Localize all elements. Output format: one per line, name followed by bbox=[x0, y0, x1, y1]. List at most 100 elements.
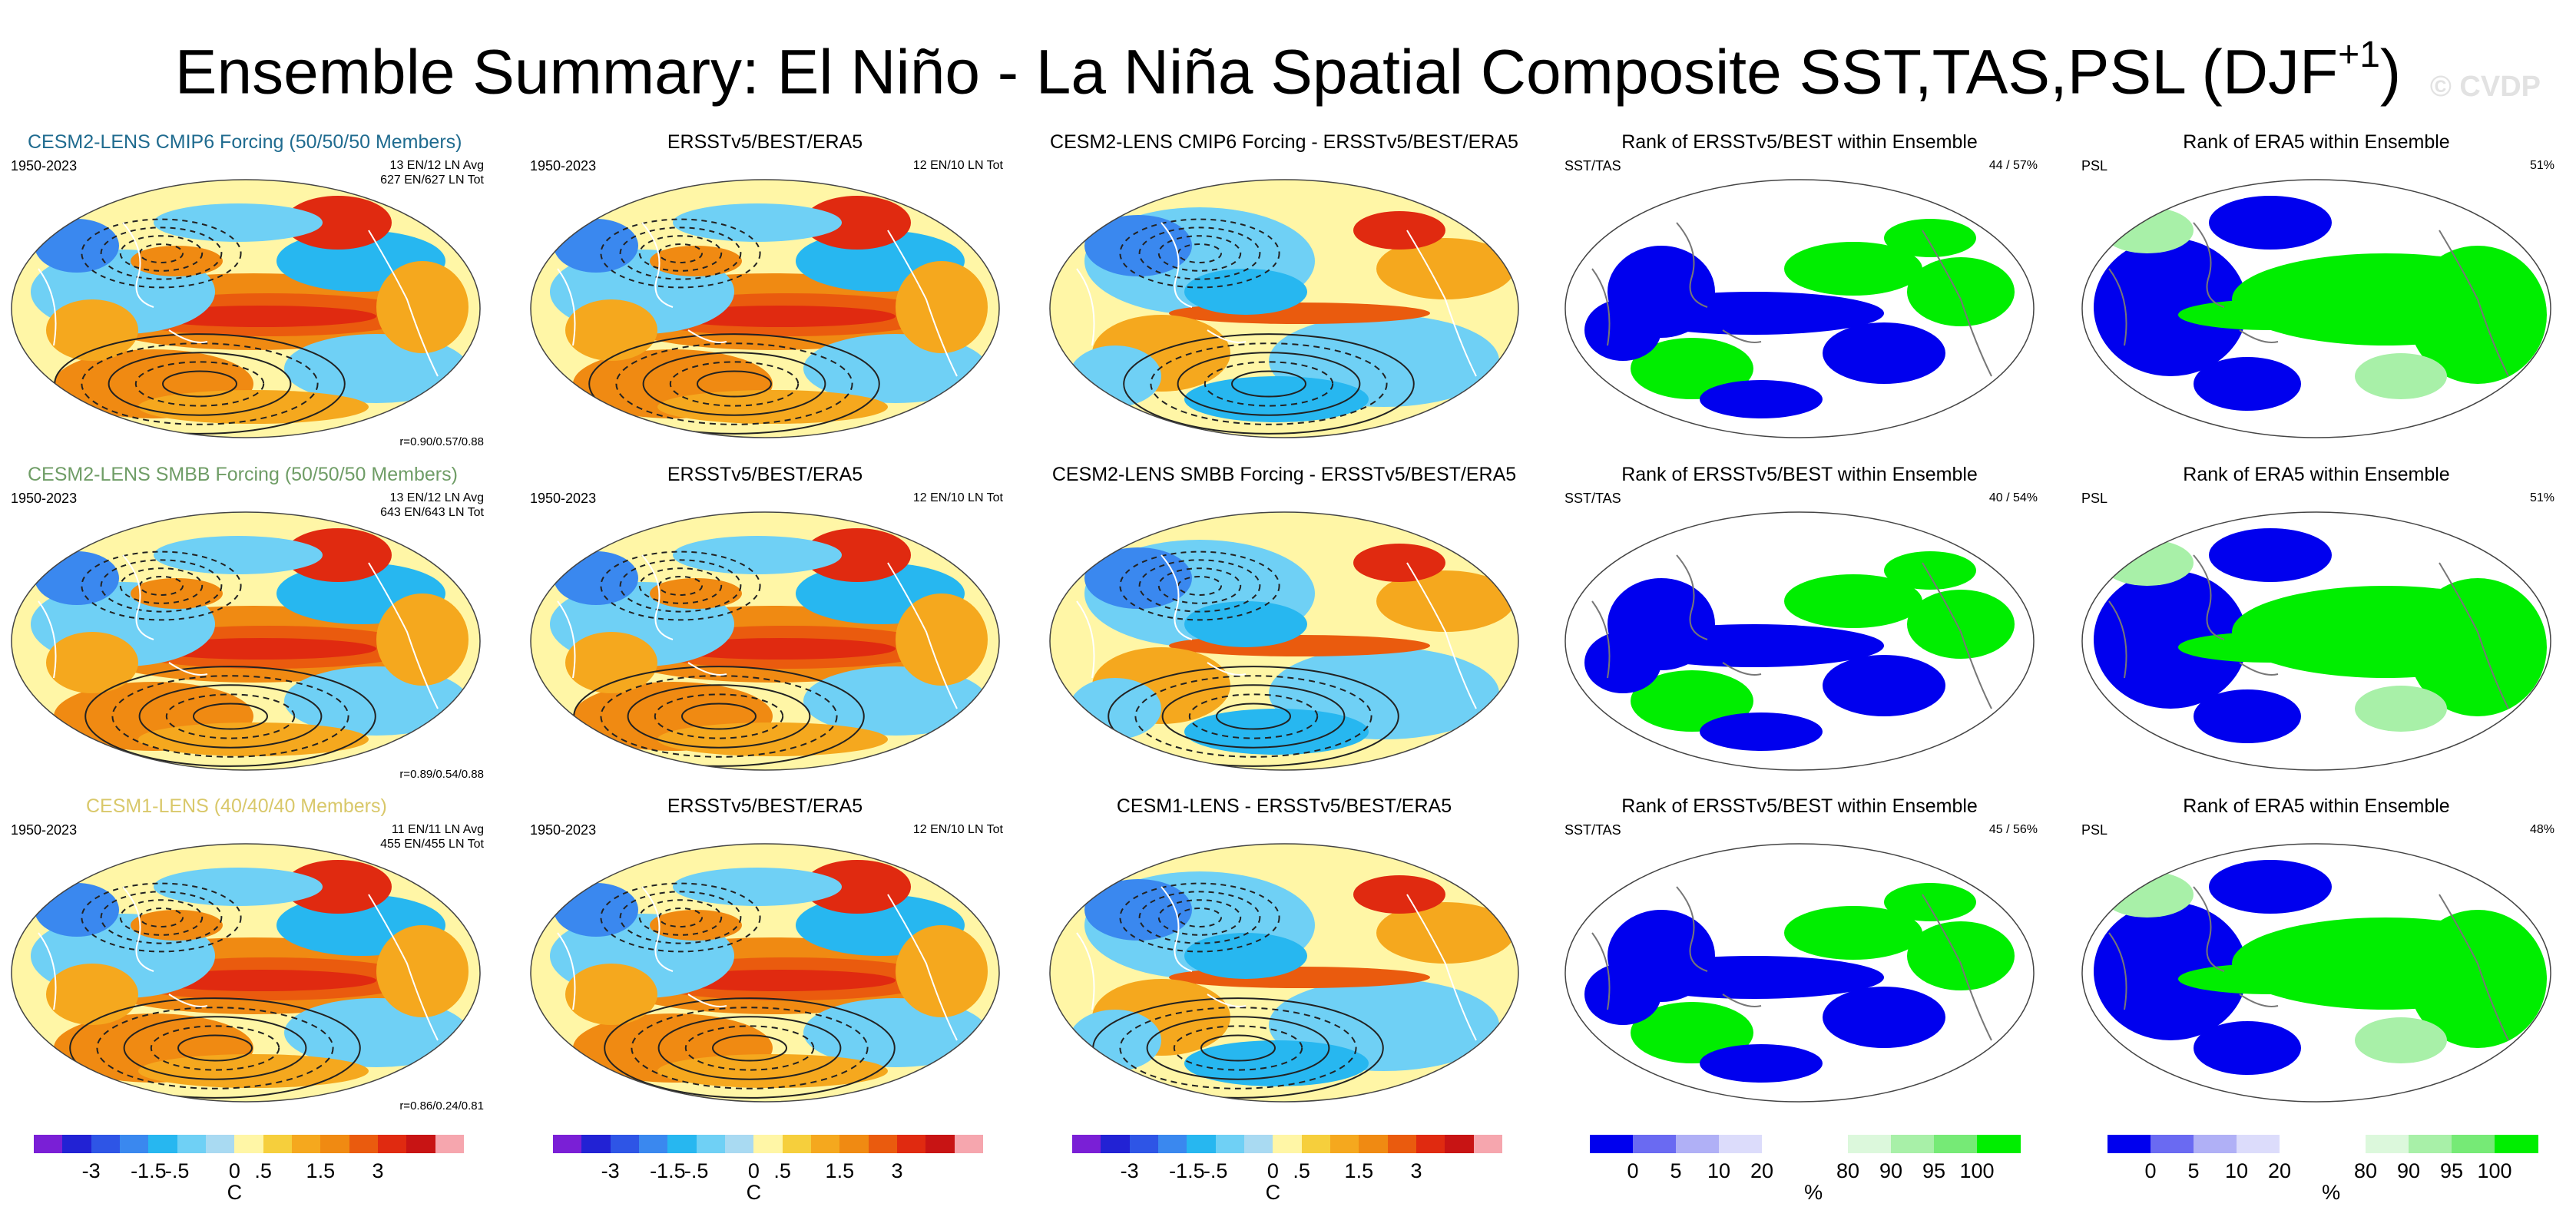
psl-contour bbox=[1157, 567, 1242, 604]
field-region bbox=[1823, 987, 1945, 1048]
colorbar-swatch bbox=[553, 1135, 582, 1153]
field-region bbox=[131, 910, 223, 941]
panel-left-label: 1950-2023 bbox=[530, 158, 597, 174]
field-region bbox=[154, 203, 323, 242]
colorbar-swatch bbox=[782, 1135, 812, 1153]
field-region bbox=[131, 578, 223, 609]
coastline bbox=[557, 222, 958, 377]
map-field bbox=[1050, 180, 1518, 438]
psl-contour bbox=[1138, 559, 1261, 613]
map-plot bbox=[530, 843, 1000, 1103]
field-region bbox=[896, 261, 988, 353]
colorbar-swatch bbox=[1633, 1135, 1677, 1153]
map-plot bbox=[1564, 843, 2035, 1103]
colorbar-swatch bbox=[753, 1135, 783, 1153]
psl-contour bbox=[657, 1016, 842, 1080]
field-region bbox=[35, 883, 119, 937]
psl-contour bbox=[1119, 218, 1280, 289]
field-region bbox=[154, 868, 323, 906]
panel-right-label: 12 EN/10 LN Tot bbox=[913, 822, 1003, 837]
colorbar-tick-label: -1.5 bbox=[650, 1159, 686, 1182]
panel-right-line: 51% bbox=[2529, 491, 2554, 504]
figure-title: Ensemble Summary: El Niño - La Niña Spat… bbox=[174, 35, 2402, 107]
colorbar-tick-label: 80 bbox=[1836, 1159, 1860, 1182]
field-region bbox=[554, 883, 638, 937]
panel-right-label: 11 EN/11 LN Avg 455 EN/455 LN Tot bbox=[380, 822, 484, 851]
field-region bbox=[2178, 964, 2362, 994]
psl-contour bbox=[1138, 226, 1261, 280]
field-region bbox=[46, 299, 138, 361]
map-field bbox=[1050, 844, 1518, 1102]
field-region bbox=[284, 860, 392, 914]
colorbar-tick-label: 5 bbox=[2187, 1159, 2200, 1182]
panel-title: CESM1-LENS - ERSSTv5/BEST/ERA5 bbox=[1116, 795, 1452, 817]
panel-right-line: 12 EN/10 LN Tot bbox=[912, 491, 1003, 504]
field-region bbox=[896, 593, 988, 686]
colorbar-swatch bbox=[811, 1135, 840, 1153]
panel-right-label: 45 / 56% bbox=[1989, 822, 2038, 837]
map-panel: Rank of ERA5 within Ensemble PSL 51% bbox=[2071, 131, 2562, 453]
map-plot bbox=[530, 179, 1000, 438]
field-region bbox=[1784, 906, 1922, 960]
field-region bbox=[2409, 910, 2547, 1048]
panel-right-line: 643 EN/643 LN Tot bbox=[380, 506, 484, 519]
field-region bbox=[565, 964, 657, 1025]
map-plot bbox=[11, 843, 481, 1103]
map-field bbox=[2082, 180, 2551, 438]
panel-left-label: SST/TAS bbox=[1564, 158, 1621, 174]
psl-contour bbox=[669, 361, 800, 407]
cvdp-watermark: © CVDP bbox=[2429, 71, 2541, 103]
colorbar-tick-label: -1.5 bbox=[131, 1159, 167, 1182]
psl-contour bbox=[604, 997, 896, 1099]
map-plot bbox=[11, 511, 481, 771]
field-region bbox=[2094, 238, 2247, 376]
map-panel: CESM2-LENS SMBB Forcing (50/50/50 Member… bbox=[0, 463, 492, 785]
colorbar-swatch bbox=[1129, 1135, 1159, 1153]
field-region bbox=[2209, 196, 2332, 250]
field-region bbox=[2209, 528, 2332, 582]
map-frame bbox=[530, 511, 1000, 771]
colorbar-swatch bbox=[206, 1135, 235, 1153]
colorbar-tick-label: 20 bbox=[2267, 1159, 2292, 1182]
map-plot bbox=[1049, 179, 1519, 438]
map-plot bbox=[2081, 511, 2551, 771]
colorbar-unit: C bbox=[1265, 1181, 1281, 1204]
colorbar-tick-label: 0 bbox=[1266, 1159, 1279, 1182]
rank-colorbar: 0 5 10 20 80 90 95 100% bbox=[1590, 1129, 2021, 1213]
panel-right-line: 51% bbox=[2529, 159, 2554, 172]
psl-contour bbox=[165, 693, 296, 739]
psl-contour bbox=[1200, 1034, 1276, 1062]
colorbar-swatch bbox=[2323, 1135, 2366, 1153]
map-field bbox=[12, 180, 480, 438]
psl-contour bbox=[1157, 899, 1242, 936]
field-region bbox=[1631, 1002, 1753, 1063]
colorbar-swatch bbox=[2452, 1135, 2495, 1153]
psl-contour bbox=[654, 693, 784, 739]
panel-left-label: 1950-2023 bbox=[11, 822, 78, 838]
colorbar-swatch bbox=[725, 1135, 754, 1153]
panel-right-label: 44 / 57% bbox=[1989, 158, 2038, 173]
field-region bbox=[1376, 238, 1515, 299]
psl-contour bbox=[177, 1034, 253, 1062]
colorbar-tick-label: 10 bbox=[1707, 1159, 1731, 1182]
panel-left-label: 1950-2023 bbox=[11, 158, 78, 174]
psl-contour bbox=[134, 361, 265, 407]
map-panel: CESM1-LENS (40/40/40 Members) 1950-2023 11… bbox=[0, 795, 492, 1117]
colorbar-swatch bbox=[1445, 1135, 1475, 1153]
psl-contour bbox=[684, 1025, 815, 1071]
coastline bbox=[2108, 554, 2509, 709]
field-region bbox=[1353, 544, 1445, 582]
panel-right-line: 627 EN/627 LN Tot bbox=[380, 174, 484, 187]
field-region bbox=[1184, 933, 1307, 979]
psl-contour bbox=[119, 235, 204, 272]
psl-contour bbox=[681, 703, 757, 730]
colorbar-swatch bbox=[120, 1135, 149, 1153]
map-plot bbox=[2081, 843, 2551, 1103]
map-panel: Rank of ERSSTv5/BEST within Ensemble SST/… bbox=[1554, 463, 2045, 785]
map-panel: CESM1-LENS - ERSSTv5/BEST/ERA5 bbox=[1038, 795, 1530, 1117]
field-region bbox=[376, 925, 469, 1017]
temperature-colorbar: -3 -1.5 -.5 0 .5 1.5 3 C bbox=[553, 1129, 984, 1213]
field-region bbox=[673, 536, 842, 574]
colorbar-swatch bbox=[1590, 1135, 1634, 1153]
panel-left-label: PSL bbox=[2081, 158, 2108, 174]
